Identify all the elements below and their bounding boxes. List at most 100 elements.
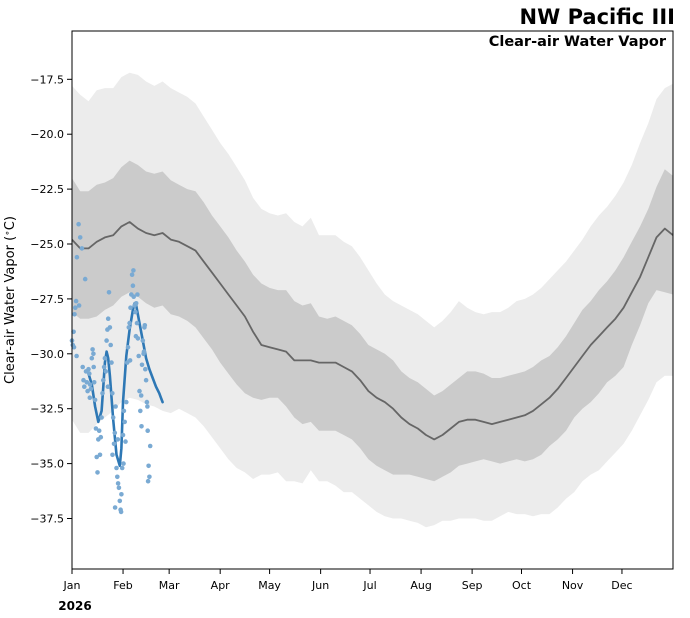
observation-point <box>77 235 83 240</box>
observation-point <box>119 492 124 497</box>
x-tick-label: Mar <box>159 579 180 592</box>
observation-point <box>98 434 104 440</box>
observation-point <box>139 424 144 429</box>
x-tick-label: Jun <box>311 579 329 592</box>
observation-point <box>145 478 151 484</box>
observation-point <box>103 369 109 374</box>
y-axis-label-prefix: Clear-air Water Vapor ( <box>3 236 18 384</box>
observation-point <box>126 325 132 330</box>
observation-point <box>100 391 105 396</box>
y-tick-label: −37.5 <box>30 512 64 525</box>
observation-point <box>107 325 113 330</box>
observation-point <box>128 305 133 311</box>
observation-point <box>99 415 104 420</box>
y-axis-label-degree: ∘ <box>3 230 13 236</box>
year-label: 2026 <box>58 599 91 613</box>
x-tick-label: Sep <box>462 579 483 592</box>
observation-point <box>101 377 106 383</box>
observation-point <box>105 316 111 322</box>
observation-point <box>105 384 111 390</box>
observation-point <box>139 362 145 368</box>
y-tick-label: −32.5 <box>30 403 64 416</box>
climatology-bands <box>72 72 673 528</box>
x-axis: Jan Feb Mar Apr May Jun Jul Aug Sep Oct Nov Dec <box>63 569 633 592</box>
observation-point <box>121 408 127 414</box>
observation-point <box>113 404 118 409</box>
observation-point <box>80 364 85 370</box>
observation-point <box>145 428 150 434</box>
observation-point <box>92 397 98 403</box>
observation-point <box>72 312 77 317</box>
observation-point <box>134 320 140 326</box>
inner-percentile-band <box>72 160 673 482</box>
observation-point <box>115 481 121 486</box>
observation-point <box>87 371 92 376</box>
observation-point <box>76 303 82 308</box>
observation-point <box>136 353 141 359</box>
observation-point <box>112 505 118 510</box>
observation-point <box>87 382 93 387</box>
observation-point <box>74 254 80 260</box>
x-tick-label: Oct <box>512 579 532 592</box>
observation-point <box>89 355 95 361</box>
y-axis-label-suffix: C) <box>3 216 18 230</box>
observation-point <box>127 320 132 326</box>
observation-point <box>122 419 127 425</box>
observation-point <box>104 338 109 343</box>
x-tick-label: Aug <box>410 579 431 592</box>
observation-point <box>111 441 117 447</box>
chart-subtitle: Clear-air Water Vapor <box>489 34 667 50</box>
observation-point <box>118 509 124 515</box>
observation-point <box>114 465 119 471</box>
observation-point <box>115 474 120 480</box>
observation-point <box>110 391 115 396</box>
observation-point <box>79 246 85 251</box>
x-tick-label: Jul <box>362 579 376 592</box>
observation-point <box>73 298 79 304</box>
observation-point <box>147 443 153 449</box>
observation-point <box>119 465 125 471</box>
observation-point <box>91 364 96 370</box>
y-tick-label: −35.0 <box>30 458 64 471</box>
observation-point <box>133 301 139 306</box>
observation-point <box>129 272 135 278</box>
observation-point <box>138 393 144 398</box>
observation-point <box>93 426 99 431</box>
observation-point <box>142 323 148 328</box>
observation-point <box>147 474 152 480</box>
observation-point <box>71 344 77 350</box>
observation-point <box>88 386 94 392</box>
observation-point <box>143 377 149 383</box>
y-axis: −17.5 −20.0 −22.5 −25.0 −27.5 −30.0 −32.5 −35.0… <box>30 73 72 525</box>
y-tick-label: −25.0 <box>30 238 64 251</box>
observation-point <box>91 351 96 357</box>
observation-point <box>133 309 138 315</box>
observation-point <box>81 377 86 383</box>
observation-point <box>102 355 108 361</box>
plot-frame <box>71 30 674 570</box>
observation-point <box>146 463 151 469</box>
observation-point <box>144 399 150 405</box>
x-tick-label: Jan <box>63 579 81 592</box>
observation-point <box>84 380 90 385</box>
x-tick-label: Dec <box>611 579 632 592</box>
observation-point <box>87 395 93 401</box>
observation-point <box>140 338 146 343</box>
y-axis-label: Clear-air Water Vapor (∘C) <box>3 216 18 384</box>
observation-point <box>117 498 123 504</box>
x-tick-label: Apr <box>211 579 231 592</box>
observation-point <box>145 404 150 409</box>
observation-point <box>73 305 78 311</box>
chart-title: NW Pacific III <box>520 5 675 29</box>
observation-point <box>121 461 126 466</box>
observation-point <box>131 294 136 300</box>
y-tick-label: −17.5 <box>30 73 64 86</box>
observation-point <box>109 360 114 365</box>
observation-point <box>130 283 136 289</box>
observation-point <box>120 432 126 438</box>
median-line <box>71 221 674 441</box>
observation-point <box>97 452 103 458</box>
observation-point <box>95 470 100 475</box>
observation-point <box>86 366 91 372</box>
